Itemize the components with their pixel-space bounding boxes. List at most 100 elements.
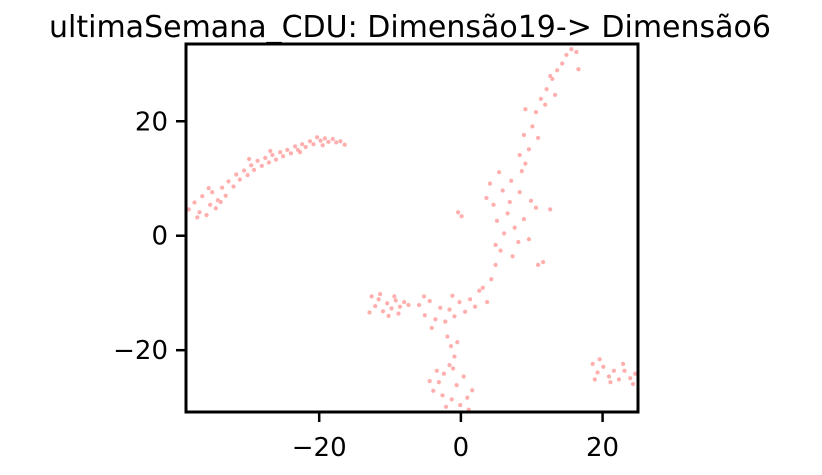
data-point xyxy=(515,239,521,245)
y-tick-label: −20 xyxy=(113,336,168,366)
data-point xyxy=(427,378,433,384)
data-point xyxy=(292,143,298,149)
data-point xyxy=(597,356,603,362)
data-point xyxy=(487,181,493,187)
data-point xyxy=(449,293,455,299)
data-point xyxy=(342,142,348,148)
data-point xyxy=(533,109,539,115)
data-point xyxy=(522,106,528,112)
data-point xyxy=(522,161,528,167)
data-point xyxy=(552,92,558,98)
data-point xyxy=(526,236,532,242)
data-point xyxy=(491,202,497,208)
data-point xyxy=(507,199,513,205)
data-point xyxy=(469,387,475,393)
data-point xyxy=(320,142,326,148)
data-point xyxy=(297,149,303,155)
data-point xyxy=(380,308,386,314)
data-point xyxy=(213,205,219,211)
data-point xyxy=(538,96,544,102)
data-point xyxy=(462,309,468,315)
data-point xyxy=(396,311,402,317)
data-point xyxy=(488,276,494,282)
data-point xyxy=(554,67,560,73)
data-point xyxy=(299,141,305,147)
data-point xyxy=(267,148,273,154)
data-point xyxy=(437,305,443,311)
data-point xyxy=(237,177,243,183)
data-point xyxy=(429,325,435,331)
data-point xyxy=(443,404,449,410)
data-point xyxy=(607,379,613,385)
data-point xyxy=(452,354,458,360)
data-point xyxy=(369,293,375,299)
data-point xyxy=(384,300,390,306)
data-point xyxy=(333,139,339,145)
y-axis: −20 0 20 xyxy=(113,107,186,366)
data-point xyxy=(517,189,523,195)
data-point xyxy=(330,136,336,142)
data-point xyxy=(454,339,460,345)
data-point xyxy=(517,152,523,158)
data-point xyxy=(303,144,309,150)
data-point xyxy=(508,178,514,184)
data-point xyxy=(622,368,628,374)
chart-title: ultimaSemana_CDU: Dimensão19-> Dimensão6 xyxy=(49,10,771,45)
data-point xyxy=(245,172,251,178)
data-point xyxy=(191,199,197,205)
data-point xyxy=(449,396,455,402)
data-point xyxy=(248,162,254,168)
data-point xyxy=(259,163,265,169)
data-point xyxy=(454,382,460,388)
data-point xyxy=(203,212,209,218)
data-point xyxy=(194,214,200,220)
data-point xyxy=(563,52,569,58)
data-point xyxy=(600,364,606,370)
data-point xyxy=(223,193,229,199)
data-point xyxy=(450,366,456,372)
data-point xyxy=(432,316,438,322)
data-point xyxy=(447,307,453,313)
data-point xyxy=(367,309,373,315)
data-point xyxy=(521,216,527,222)
data-point xyxy=(476,288,482,294)
data-point xyxy=(547,206,553,212)
data-point xyxy=(389,305,395,311)
data-point xyxy=(457,402,463,408)
data-point xyxy=(262,155,268,161)
data-point xyxy=(246,156,252,162)
plot-frame xyxy=(184,42,640,414)
data-point xyxy=(568,46,574,52)
data-point xyxy=(521,132,527,138)
data-point xyxy=(526,146,532,152)
data-point xyxy=(559,61,565,67)
data-point xyxy=(457,299,463,305)
data-point xyxy=(391,293,397,299)
data-point xyxy=(444,334,450,340)
data-point xyxy=(377,291,383,297)
data-point xyxy=(493,242,499,248)
data-point xyxy=(576,66,582,72)
data-point xyxy=(421,293,427,299)
data-point xyxy=(480,285,486,291)
data-point xyxy=(225,178,231,184)
data-point xyxy=(401,299,407,305)
data-point xyxy=(372,303,378,309)
data-point xyxy=(325,139,331,145)
data-point xyxy=(314,134,320,140)
x-tick-label: −20 xyxy=(292,433,347,463)
data-point xyxy=(430,388,436,394)
data-point xyxy=(595,370,601,376)
data-point xyxy=(452,313,458,319)
data-point xyxy=(284,147,290,153)
data-point xyxy=(230,183,236,189)
data-point xyxy=(464,395,470,401)
data-point xyxy=(533,205,539,211)
data-point xyxy=(592,376,598,382)
data-point xyxy=(206,185,212,191)
data-point xyxy=(472,304,478,310)
data-point xyxy=(630,381,636,387)
data-point xyxy=(311,141,317,147)
data-point xyxy=(219,185,225,191)
data-point xyxy=(484,299,490,305)
